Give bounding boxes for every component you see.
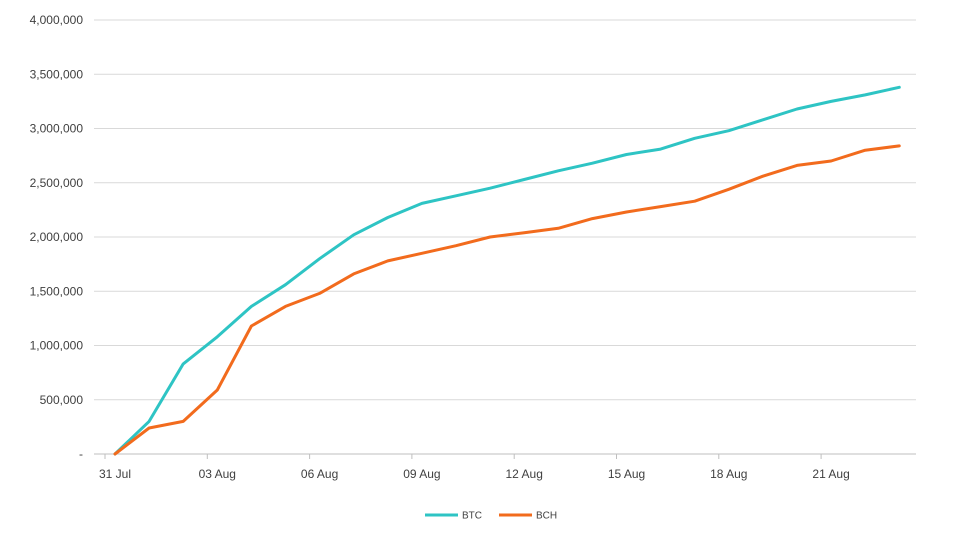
y-tick-label: - <box>79 447 83 461</box>
x-tick-label: 09 Aug <box>403 467 440 481</box>
y-tick-label: 2,500,000 <box>30 176 84 190</box>
series-lines <box>113 85 901 456</box>
y-tick-label: 3,000,000 <box>30 122 84 136</box>
y-axis: - 500,000 1,000,000 1,500,000 2,000,000 2,500… <box>30 13 84 461</box>
x-tick-label: 12 Aug <box>506 467 543 481</box>
y-tick-label: 3,500,000 <box>30 67 84 81</box>
x-tick-label: 03 Aug <box>199 467 236 481</box>
y-tick-label: 1,500,000 <box>30 284 84 298</box>
gridlines <box>94 19 916 455</box>
y-tick-label: 4,000,000 <box>30 13 84 27</box>
y-tick-label: 500,000 <box>40 393 84 407</box>
x-axis: 31 Jul 03 Aug 06 Aug 09 Aug 12 Aug 15 Aug 18 A… <box>99 454 850 481</box>
legend: BTC BCH <box>425 511 557 522</box>
x-tick-label: 06 Aug <box>301 467 338 481</box>
series-line-bch <box>113 144 901 456</box>
x-tick-label: 31 Jul <box>99 467 131 481</box>
legend-label-bch: BCH <box>536 511 557 522</box>
y-tick-label: 1,000,000 <box>30 339 84 353</box>
legend-label-btc: BTC <box>462 511 482 522</box>
y-tick-label: 2,000,000 <box>30 230 84 244</box>
series-line-btc <box>113 85 901 456</box>
x-tick-label: 18 Aug <box>710 467 747 481</box>
x-tick-label: 21 Aug <box>812 467 849 481</box>
x-tick-label: 15 Aug <box>608 467 645 481</box>
